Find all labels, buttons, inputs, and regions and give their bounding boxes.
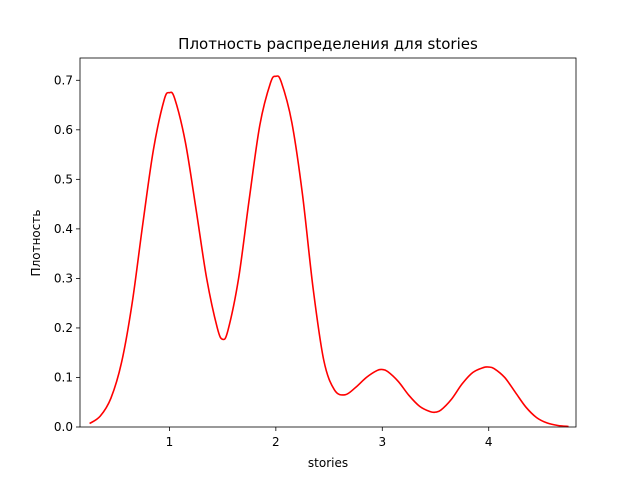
y-tick-label: 0.6 — [54, 123, 73, 137]
y-tick-label: 0.4 — [54, 222, 73, 236]
x-tick-label: 3 — [378, 435, 386, 449]
y-tick-label: 0.1 — [54, 370, 73, 384]
x-axis: 1 2 3 4 — [166, 427, 493, 449]
y-tick-label: 0.5 — [54, 172, 73, 186]
x-tick-label: 2 — [272, 435, 280, 449]
plot-frame — [79, 57, 577, 428]
x-axis-label: stories — [308, 456, 348, 470]
y-axis-label: Плотность — [29, 210, 43, 277]
y-tick-label: 0.2 — [54, 321, 73, 335]
x-tick-label: 1 — [166, 435, 174, 449]
y-tick-label: 0.7 — [54, 73, 73, 87]
x-tick-label: 4 — [485, 435, 493, 449]
plot-area — [79, 57, 577, 428]
y-tick-label: 0.3 — [54, 271, 73, 285]
y-axis: 0.0 0.1 0.2 0.3 0.4 0.5 0.6 0.7 — [54, 73, 80, 434]
chart-title: Плотность распределения для stories — [178, 35, 478, 53]
y-tick-label: 0.0 — [54, 420, 73, 434]
density-curve — [89, 75, 569, 428]
